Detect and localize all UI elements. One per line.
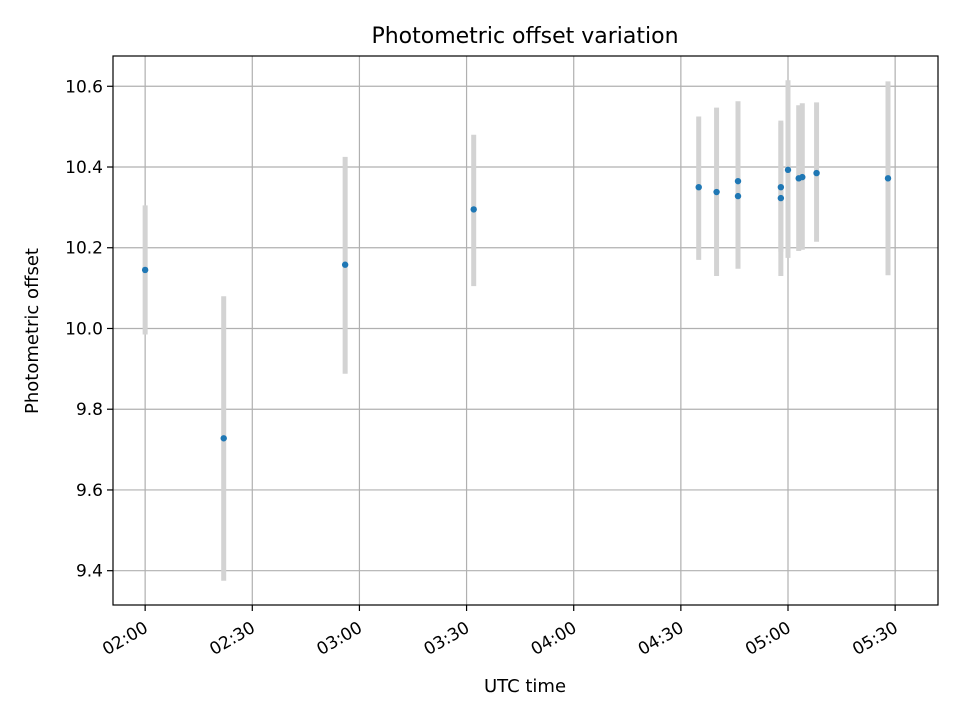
grid	[113, 56, 938, 605]
x-axis-label: UTC time	[484, 676, 566, 697]
y-axis-label: Photometric offset	[22, 248, 43, 414]
y-axis-ticks: 9.4 9.6 9.8 10.0 10.2 10.4 10.6	[65, 77, 113, 582]
data-point	[220, 435, 227, 442]
data-point	[813, 169, 820, 177]
y-tick-label: 10.2	[65, 239, 103, 259]
chart-title: Photometric offset variation	[371, 24, 678, 49]
data-point	[884, 175, 892, 182]
data-point	[734, 192, 742, 200]
data-point	[734, 177, 742, 185]
data-point	[784, 166, 792, 174]
data-points	[141, 166, 892, 442]
data-point	[777, 194, 785, 202]
data-point	[695, 183, 702, 191]
data-point	[341, 261, 349, 268]
data-point	[713, 188, 720, 196]
data-point	[777, 183, 785, 191]
data-point	[141, 266, 149, 274]
y-tick-label: 10.0	[65, 319, 103, 339]
y-tick-label: 9.4	[76, 562, 103, 582]
data-point	[799, 173, 806, 181]
plot-area-frame	[112, 55, 939, 606]
y-tick-label: 9.8	[76, 400, 103, 420]
y-tick-label: 10.6	[65, 77, 103, 97]
y-tick-label: 10.4	[65, 158, 103, 178]
y-tick-label: 9.6	[76, 481, 103, 501]
data-point	[470, 206, 477, 213]
